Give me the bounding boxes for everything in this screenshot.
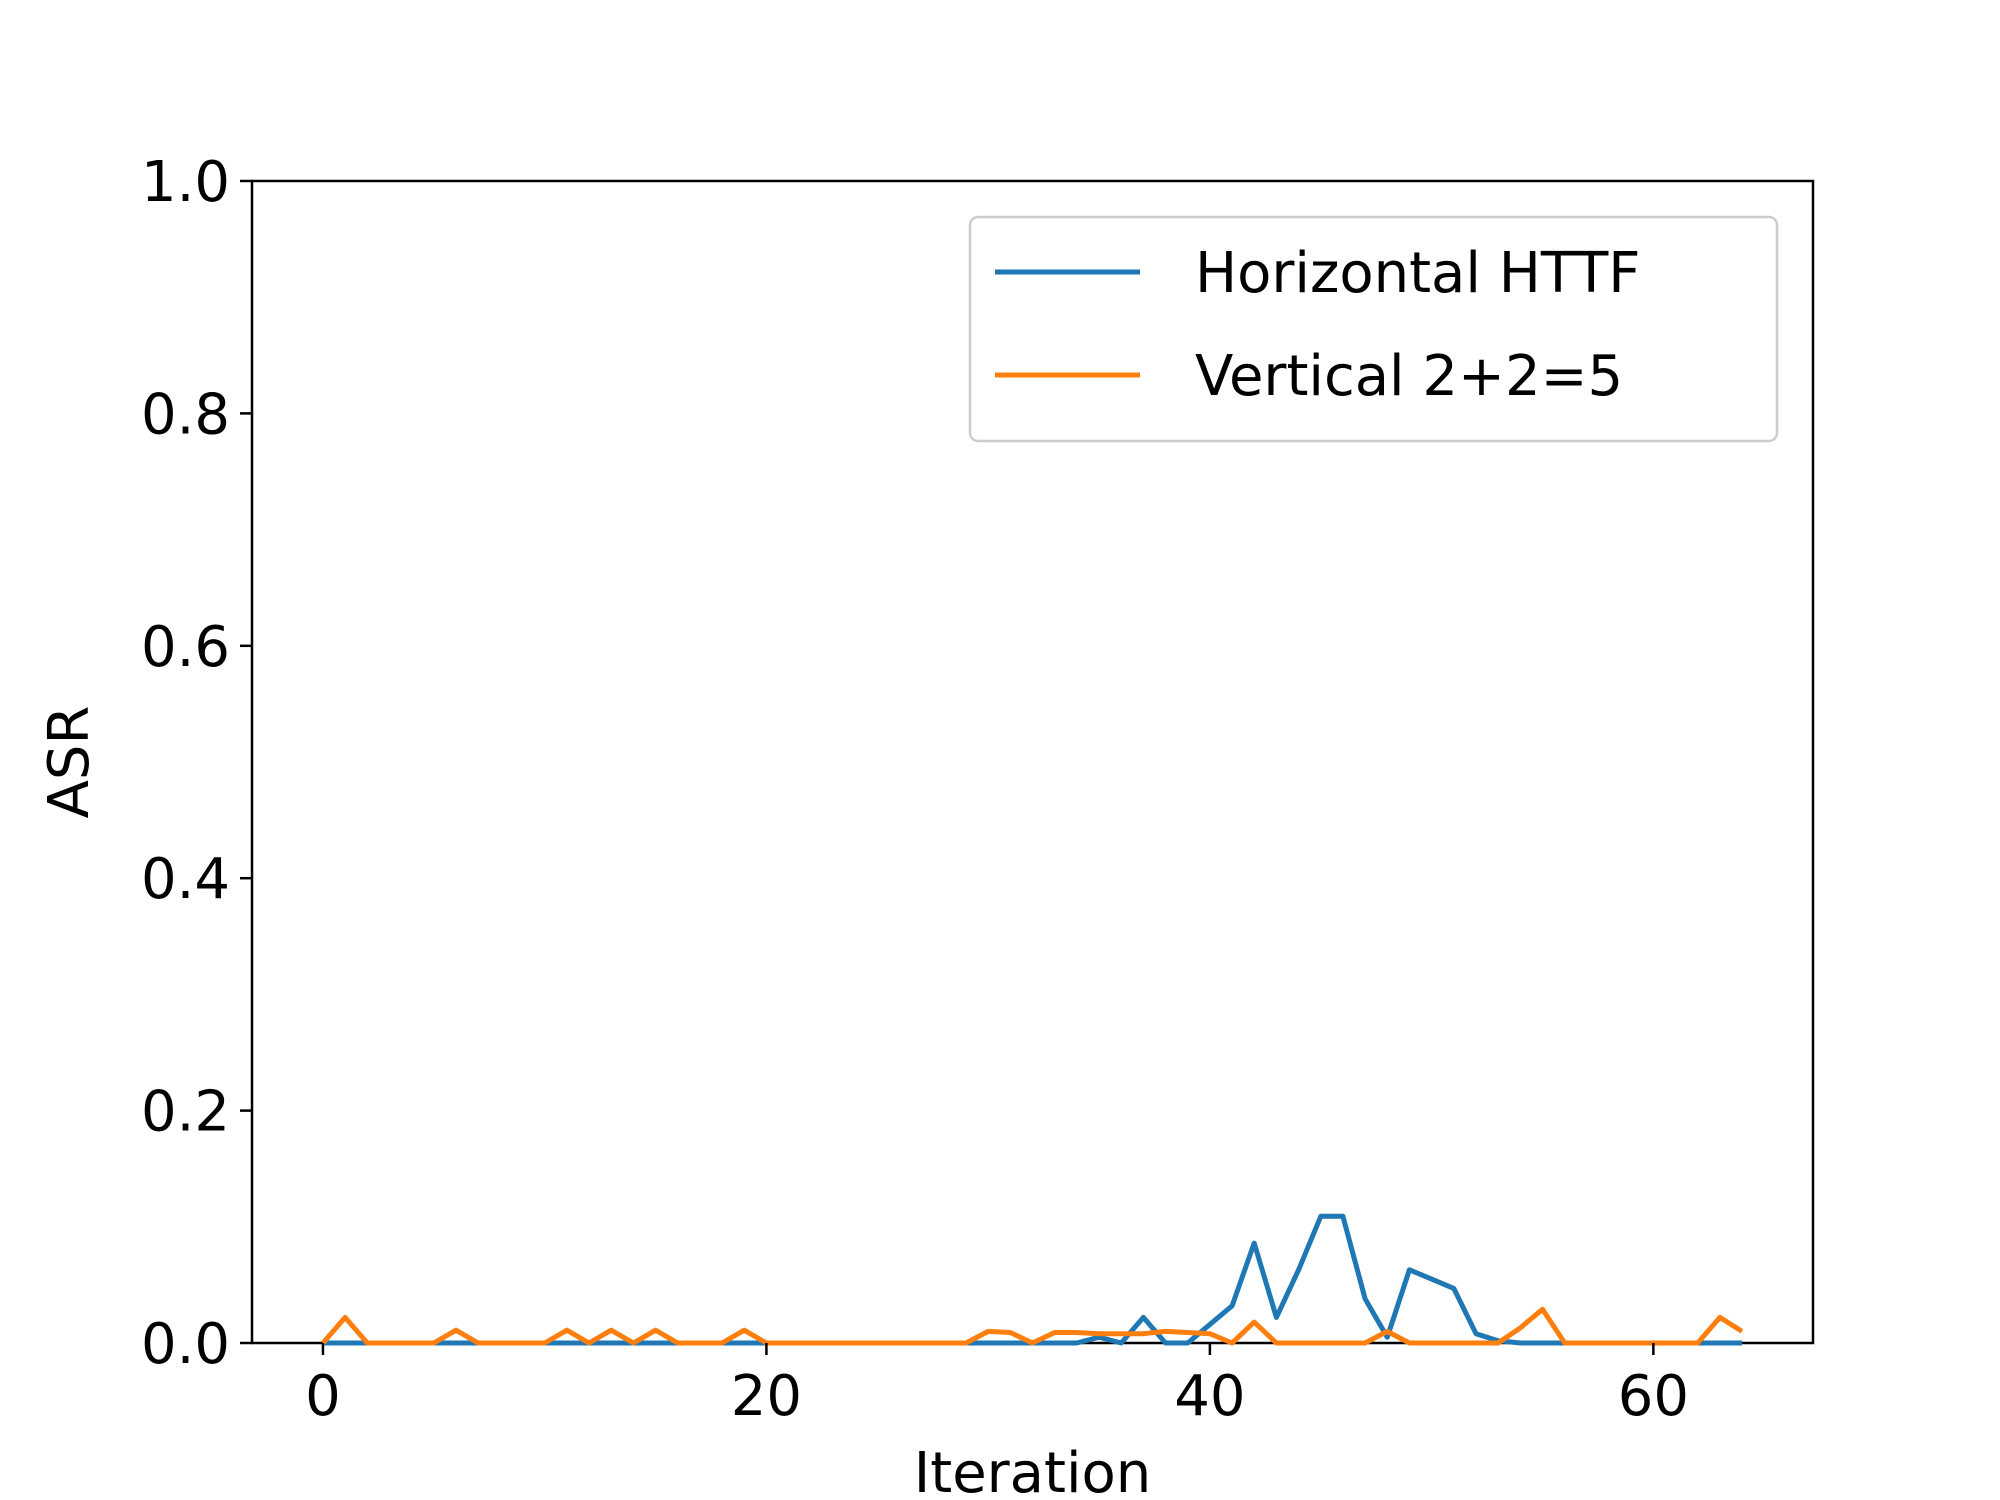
x-tick-label: 0 <box>305 1364 341 1429</box>
series-line-horizontal-httf <box>323 1213 1742 1346</box>
series-layer <box>321 1213 1744 1346</box>
y-axis-label: ASR <box>37 706 102 819</box>
plot-area: 0 20 40 60 0.0 0.2 0.4 0.6 0.8 1.0 <box>141 150 1815 1429</box>
legend-box <box>968 215 1779 443</box>
y-tick-label: 0.0 <box>141 1312 230 1377</box>
x-tick-label: 20 <box>731 1364 802 1429</box>
y-tick-label: 0.6 <box>141 615 230 680</box>
legend-label: Vertical 2+2=5 <box>1195 344 1623 409</box>
y-axis-ticks: 0.0 0.2 0.4 0.6 0.8 1.0 <box>141 150 252 1377</box>
y-tick-label: 1.0 <box>141 150 230 215</box>
series-line-vertical-2-2-5 <box>321 1306 1744 1346</box>
x-tick-label: 60 <box>1618 1364 1689 1429</box>
legend-label: Horizontal HTTF <box>1195 241 1640 306</box>
x-axis-ticks: 0 20 40 60 <box>305 1343 1689 1429</box>
y-tick-label: 0.2 <box>141 1080 230 1145</box>
y-tick-label: 0.4 <box>141 847 230 912</box>
legend: Horizontal HTTF Vertical 2+2=5 <box>968 215 1779 443</box>
x-axis-label: Iteration <box>914 1441 1152 1500</box>
y-tick-label: 0.8 <box>141 382 230 447</box>
x-tick-label: 40 <box>1174 1364 1245 1429</box>
